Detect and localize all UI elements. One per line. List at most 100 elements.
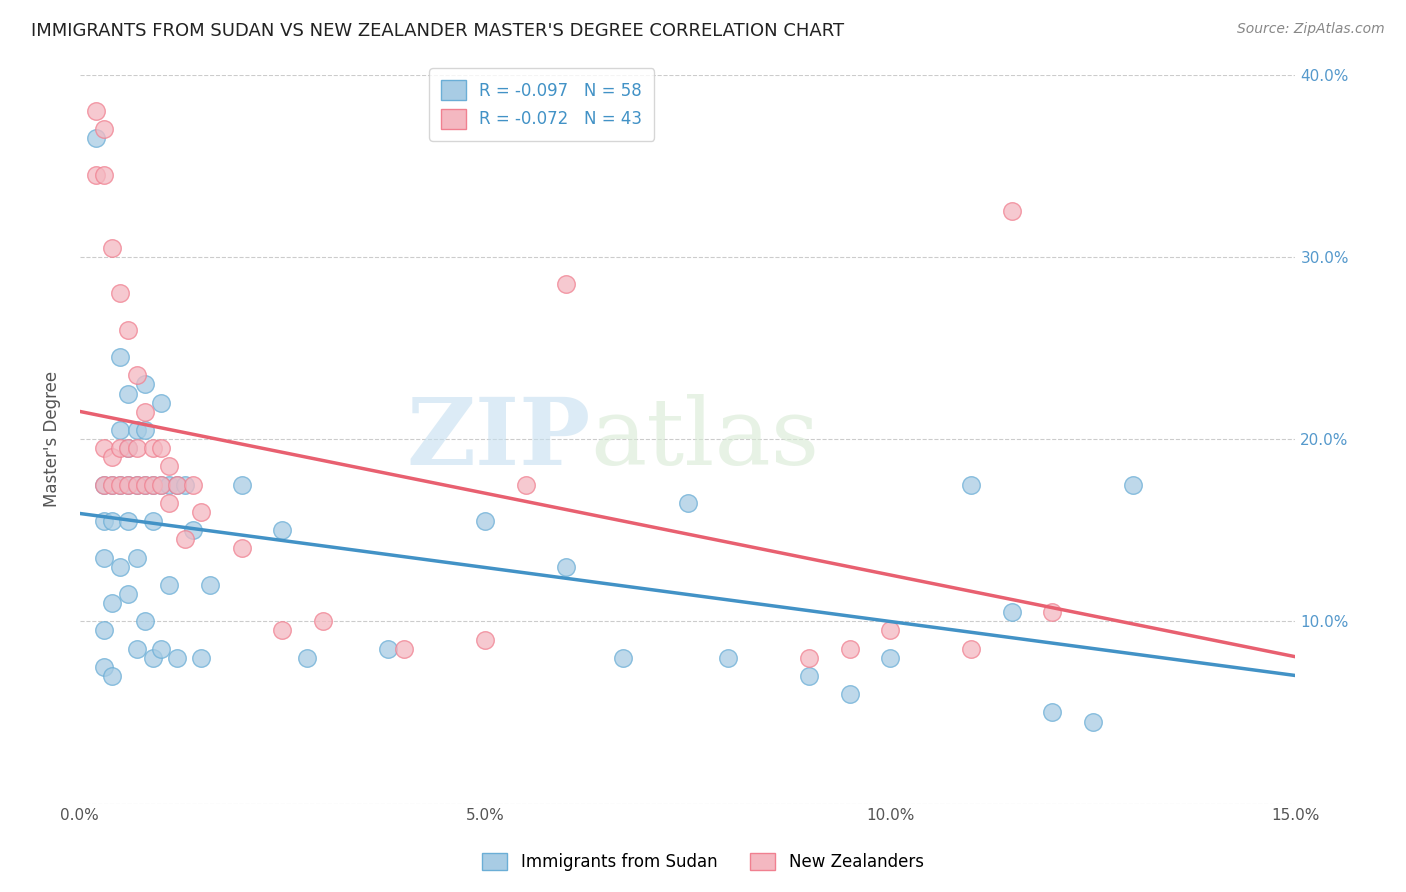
Point [93, 624, 115, 638]
Point [377, 641, 399, 656]
Point [960, 477, 983, 491]
Y-axis label: Master's Degree: Master's Degree [44, 371, 60, 508]
Point [474, 632, 496, 647]
Point [134, 405, 156, 419]
Point [166, 477, 188, 491]
Point [231, 541, 253, 556]
Point [149, 441, 172, 455]
Point [93, 477, 115, 491]
Point [110, 423, 132, 437]
Point [676, 496, 699, 510]
Point [84, 168, 107, 182]
Point [1122, 477, 1144, 491]
Point [101, 477, 124, 491]
Point [125, 477, 148, 491]
Point [198, 578, 221, 592]
Point [142, 477, 165, 491]
Point [515, 477, 537, 491]
Point [960, 641, 983, 656]
Point [190, 505, 212, 519]
Text: Source: ZipAtlas.com: Source: ZipAtlas.com [1237, 22, 1385, 37]
Point [271, 624, 294, 638]
Point [555, 559, 578, 574]
Point [84, 103, 107, 118]
Point [149, 395, 172, 409]
Point [149, 477, 172, 491]
Point [134, 377, 156, 392]
Point [190, 650, 212, 665]
Point [1001, 605, 1024, 619]
Point [166, 477, 188, 491]
Point [125, 477, 148, 491]
Point [125, 423, 148, 437]
Point [142, 477, 165, 491]
Legend: R = -0.097   N = 58, R = -0.072   N = 43: R = -0.097 N = 58, R = -0.072 N = 43 [429, 69, 654, 141]
Point [134, 423, 156, 437]
Point [879, 650, 901, 665]
Point [799, 650, 821, 665]
Point [1081, 714, 1104, 729]
Point [1040, 706, 1063, 720]
Text: IMMIGRANTS FROM SUDAN VS NEW ZEALANDER MASTER'S DEGREE CORRELATION CHART: IMMIGRANTS FROM SUDAN VS NEW ZEALANDER M… [31, 22, 844, 40]
Point [101, 514, 124, 528]
Point [142, 514, 165, 528]
Point [271, 523, 294, 537]
Point [101, 241, 124, 255]
Point [717, 650, 740, 665]
Point [117, 587, 139, 601]
Point [117, 477, 139, 491]
Point [93, 660, 115, 674]
Point [174, 533, 197, 547]
Point [555, 277, 578, 292]
Point [295, 650, 318, 665]
Point [231, 477, 253, 491]
Point [101, 596, 124, 610]
Point [101, 477, 124, 491]
Point [149, 477, 172, 491]
Point [110, 477, 132, 491]
Point [149, 641, 172, 656]
Point [93, 477, 115, 491]
Point [181, 523, 204, 537]
Point [117, 441, 139, 455]
Point [142, 650, 165, 665]
Point [117, 514, 139, 528]
Point [799, 669, 821, 683]
Point [134, 477, 156, 491]
Point [93, 168, 115, 182]
Point [181, 477, 204, 491]
Point [134, 477, 156, 491]
Point [84, 131, 107, 145]
Point [879, 624, 901, 638]
Point [117, 323, 139, 337]
Point [125, 368, 148, 383]
Point [174, 477, 197, 491]
Point [117, 477, 139, 491]
Point [110, 350, 132, 364]
Point [93, 514, 115, 528]
Point [110, 477, 132, 491]
Point [312, 615, 335, 629]
Point [157, 496, 180, 510]
Point [134, 615, 156, 629]
Point [101, 450, 124, 465]
Point [612, 650, 634, 665]
Point [93, 550, 115, 565]
Point [117, 441, 139, 455]
Legend: Immigrants from Sudan, New Zealanders: Immigrants from Sudan, New Zealanders [474, 845, 932, 880]
Point [1001, 204, 1024, 219]
Point [117, 386, 139, 401]
Point [125, 441, 148, 455]
Point [125, 550, 148, 565]
Point [142, 441, 165, 455]
Point [838, 641, 860, 656]
Point [93, 441, 115, 455]
Point [1040, 605, 1063, 619]
Text: atlas: atlas [591, 394, 820, 484]
Point [392, 641, 415, 656]
Point [110, 441, 132, 455]
Point [838, 687, 860, 701]
Point [125, 641, 148, 656]
Point [110, 559, 132, 574]
Point [474, 514, 496, 528]
